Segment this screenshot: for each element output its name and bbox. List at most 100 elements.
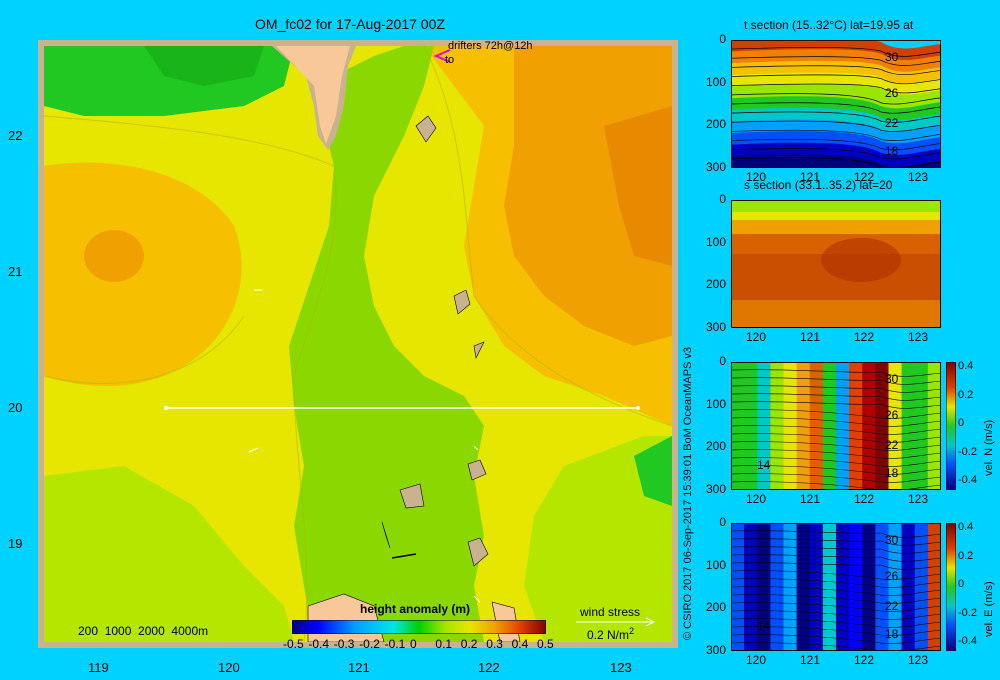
orange-west-field: [44, 162, 242, 386]
panel-x-tick: 121: [800, 170, 821, 184]
lon-tick: 121: [348, 660, 370, 675]
contour-label: 26: [885, 569, 899, 583]
panel-y-tick: 0: [719, 354, 726, 368]
height-colorbar: [292, 620, 546, 634]
panel-title: s section (33.1..35.2) lat=20: [744, 178, 893, 192]
panel-y-tick: 300: [705, 160, 726, 174]
contour-label: 22: [885, 438, 899, 452]
orange-east-max: [604, 106, 672, 266]
drifters-label: drifters 72h@12h: [448, 40, 533, 52]
lon-tick: 122: [478, 660, 500, 675]
wind-label: wind stress: [580, 605, 641, 619]
panel-x-tick: 123: [908, 330, 929, 344]
panel-y-tick: 200: [705, 439, 726, 454]
contour-label: 26: [885, 86, 899, 100]
colorbar-tick: 0.2: [460, 637, 478, 651]
green-sw: [44, 466, 294, 642]
contour-label: 14: [757, 619, 771, 633]
panel-y-tick: 100: [705, 234, 726, 249]
velocity-cbar-label: vel. E (m/s): [983, 581, 995, 637]
velocity-colorbar: [946, 362, 956, 490]
panel-y-tick: 100: [705, 557, 726, 572]
panel-x-tick: 120: [746, 170, 767, 184]
section-plot-e[interactable]: [731, 523, 941, 651]
lat-tick: 22: [8, 128, 23, 143]
panel-x-tick: 122: [854, 492, 875, 506]
contour-label: 18: [885, 466, 899, 480]
contour-label: 22: [885, 599, 899, 613]
lon-tick: 120: [218, 660, 240, 675]
green-se: [524, 436, 672, 642]
contour-label: 22: [885, 116, 899, 130]
contour-label: 30: [885, 372, 899, 386]
panel-x-tick: 122: [854, 330, 875, 344]
panel-x-tick: 121: [800, 330, 821, 344]
contour-label: 30: [885, 50, 899, 64]
panel-y-tick: 300: [705, 320, 726, 334]
panel-x-tick: 120: [746, 492, 767, 506]
velocity-cbar-label: vel. N (m/s): [983, 419, 995, 476]
contour-label: 14: [757, 458, 771, 472]
velocity-cbar-tick: 0.4: [958, 521, 974, 533]
colorbar-tick: -0.5: [283, 637, 304, 651]
velocity-cbar-tick: 0: [958, 417, 965, 429]
velocity-cbar-tick: -0.4: [958, 474, 977, 486]
velocity-cbar-tick: 0: [958, 578, 965, 590]
contour-label: 30: [885, 533, 899, 547]
section-plot-v[interactable]: [731, 362, 941, 490]
section-plot-t[interactable]: [731, 40, 941, 168]
colorbar-tick: -0.4: [308, 637, 330, 651]
colorbar-tick: -0.2: [359, 637, 380, 651]
panel-x-tick: 123: [908, 170, 929, 184]
orange-west-core: [84, 230, 144, 282]
lat-tick: 21: [8, 264, 23, 279]
colorbar-tick: -0.1: [384, 637, 406, 651]
panel-x-tick: 121: [800, 492, 821, 506]
panel-title: t section (15..32°C) lat=19.95 at: [744, 18, 914, 32]
velocity-cbar-tick: 0.4: [958, 360, 974, 372]
land-taiwan: [276, 46, 350, 144]
wind-scale-arrow: [576, 617, 656, 626]
green-central-band: [289, 46, 484, 642]
colorbar-title: height anomaly (m): [360, 602, 471, 616]
section-plot-s[interactable]: [731, 200, 941, 328]
colorbar-tick: 0.1: [435, 637, 453, 651]
height-anomaly-map[interactable]: [44, 46, 672, 642]
contour-label: 26: [885, 408, 899, 422]
colorbar-tick: 0.5: [537, 637, 554, 651]
panel-y-tick: 0: [719, 515, 726, 529]
colorbar-tick: 0.4: [511, 637, 529, 651]
panel-x-tick: 120: [746, 330, 767, 344]
colorbar-tick: 0: [410, 637, 417, 651]
colorbar-tick: 0.3: [486, 637, 503, 651]
panel-y-tick: 200: [705, 277, 726, 292]
panel-x-tick: 123: [908, 492, 929, 506]
colorbar-tick: -0.3: [333, 637, 355, 651]
wind-scale: 0.2 N/m2: [587, 626, 635, 642]
panel-y-tick: 200: [705, 600, 726, 615]
velocity-cbar-tick: -0.2: [958, 606, 977, 619]
contour-label: 18: [885, 627, 899, 641]
lon-tick: 123: [610, 660, 632, 675]
velocity-colorbar: [946, 523, 956, 651]
contour-label: 18: [885, 144, 899, 158]
panel-y-tick: 0: [719, 32, 726, 46]
velocity-cbar-tick: 0.2: [958, 388, 974, 401]
panel-x-tick: 122: [854, 170, 875, 184]
panel-x-tick: 121: [800, 653, 821, 667]
panel-y-tick: 300: [705, 482, 726, 496]
drifter-marker: [433, 49, 451, 63]
panel-y-tick: 200: [705, 117, 726, 132]
lon-tick: 119: [88, 660, 109, 675]
panel-x-tick: 122: [854, 653, 875, 667]
map-title: OM_fc02 for 17-Aug-2017 00Z: [255, 16, 445, 32]
velocity-cbar-tick: -0.2: [958, 445, 977, 458]
panel-y-tick: 100: [705, 396, 726, 411]
panel-x-tick: 120: [746, 653, 767, 667]
velocity-cbar-tick: -0.4: [958, 635, 977, 647]
depth-legend: 200 1000 2000 4000m: [78, 624, 209, 638]
panel-x-tick: 123: [908, 653, 929, 667]
panel-y-tick: 0: [719, 192, 726, 206]
lat-tick: 19: [8, 536, 23, 551]
velocity-cbar-tick: 0.2: [958, 549, 974, 562]
